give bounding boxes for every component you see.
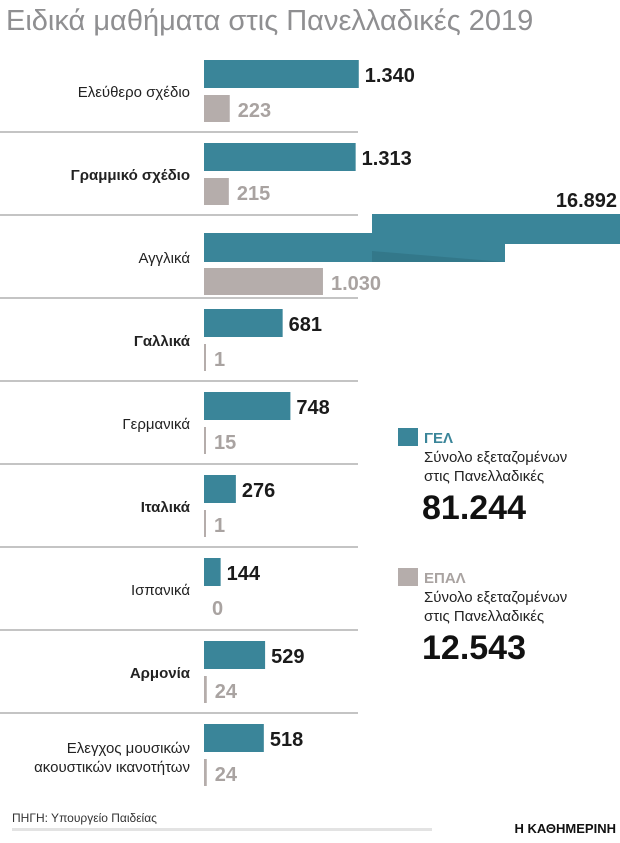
- legend-total: 81.244: [422, 489, 526, 527]
- legend-text: στις Πανελλαδικές: [424, 468, 544, 485]
- category-label: Ισπανικά: [131, 582, 190, 599]
- value-label-gel: 16.892: [556, 190, 617, 212]
- bar-epal: [204, 95, 230, 122]
- category-label-line: Ελεγχος μουσικών: [67, 740, 190, 757]
- value-label-epal: 15: [214, 432, 236, 454]
- value-label-gel: 518: [270, 729, 303, 751]
- category-label-line: ακουστικών ικανοτήτων: [34, 759, 190, 776]
- value-label-epal: 223: [238, 100, 271, 122]
- bar-gel: [204, 641, 266, 669]
- bar-epal: [204, 178, 229, 205]
- value-label-epal: 1: [214, 349, 225, 371]
- bar-gel: [204, 60, 359, 88]
- category-label: Γερμανικά: [122, 416, 190, 433]
- footer-rule: [12, 828, 432, 831]
- value-label-epal: 1: [214, 515, 225, 537]
- value-label-gel: 681: [289, 314, 322, 336]
- value-label-gel: 1.313: [362, 148, 412, 170]
- bar-gel-break: [372, 214, 620, 244]
- source-note: ΠΗΓΗ: Υπουργείο Παιδείας: [12, 811, 157, 825]
- value-label-gel: 529: [271, 646, 304, 668]
- legend-text: στις Πανελλαδικές: [424, 608, 544, 625]
- bar-break-shadow: [372, 251, 505, 262]
- value-label-gel: 748: [296, 397, 329, 419]
- publisher-logo: Η ΚΑΘΗΜΕΡΙΝΗ: [515, 821, 617, 836]
- legend-swatch: [398, 568, 418, 586]
- bar-gel: [204, 558, 221, 586]
- bar-gel: [204, 475, 236, 503]
- bar-epal: [204, 268, 323, 295]
- legend-total: 12.543: [422, 629, 526, 667]
- bar-epal: [204, 510, 206, 537]
- value-label-epal: 0: [212, 598, 223, 620]
- bar-gel: [204, 309, 283, 337]
- category-label: Ελεύθερο σχέδιο: [78, 84, 190, 101]
- value-label-gel: 276: [242, 480, 275, 502]
- value-label-gel: 144: [227, 563, 261, 585]
- bar-epal: [204, 344, 206, 371]
- value-label-gel: 1.340: [365, 65, 415, 87]
- category-label: Αγγλικά: [138, 250, 190, 267]
- value-label-epal: 24: [215, 681, 238, 703]
- bar-epal: [204, 759, 207, 786]
- legend-text: Σύνολο εξεταζομένων: [424, 589, 567, 606]
- legend-swatch: [398, 428, 418, 446]
- category-label: Ιταλικά: [141, 499, 191, 516]
- chart-title: Ειδικά μαθήματα στις Πανελλαδικές 2019: [6, 5, 533, 37]
- value-label-epal: 24: [215, 764, 238, 786]
- bar-gel: [204, 392, 291, 420]
- bar-epal: [204, 427, 206, 454]
- category-label: Ελεγχος μουσικών ακουστικών ικανοτήτων: [34, 740, 190, 776]
- legend-series-name: ΓΕΛ: [424, 430, 453, 447]
- bar-gel: [204, 724, 264, 752]
- bar-gel: [204, 143, 356, 171]
- category-label: Γραμμικό σχέδιο: [71, 167, 190, 184]
- value-label-epal: 215: [237, 183, 270, 205]
- category-label: Αρμονία: [130, 665, 191, 682]
- category-label: Γαλλικά: [134, 333, 191, 350]
- legend-series-name: ΕΠΑΛ: [424, 570, 466, 587]
- legend-text: Σύνολο εξεταζομένων: [424, 449, 567, 466]
- value-label-epal: 1.030: [331, 273, 381, 295]
- bar-epal: [204, 676, 207, 703]
